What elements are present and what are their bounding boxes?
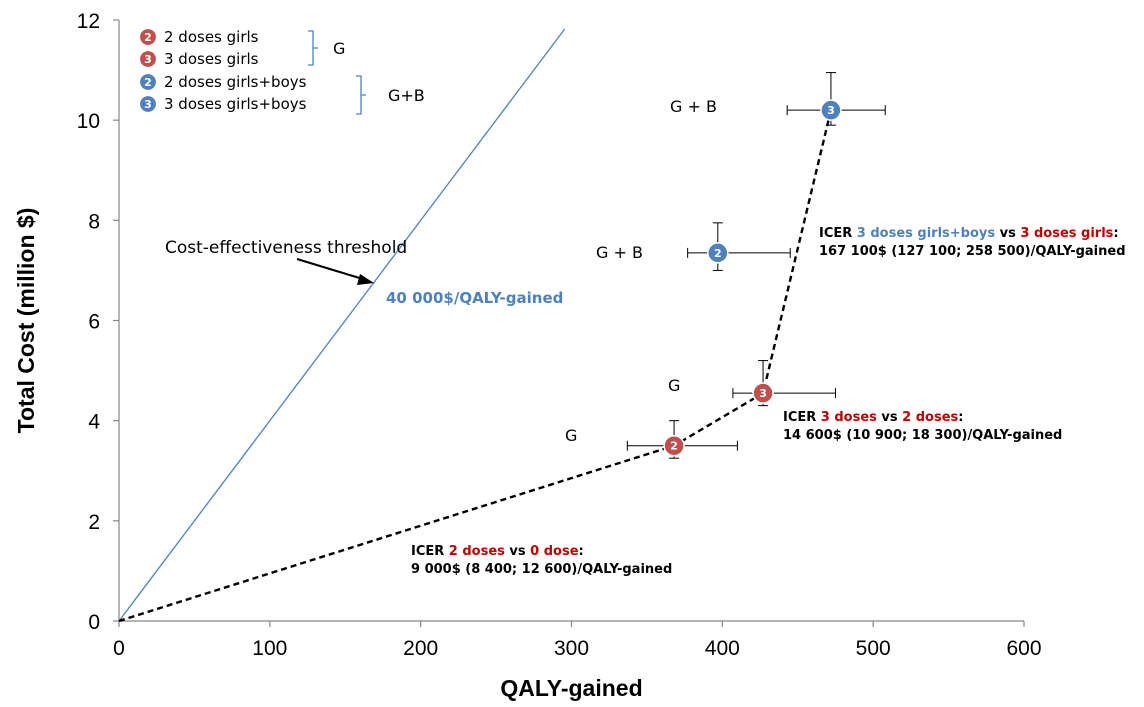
legend-label: 2 doses girls+boys [164,73,307,91]
point-marker [752,382,774,404]
legend-label: 2 doses girls [164,28,259,46]
icer-value: 167 100$ (127 100; 258 500)/QALY-gained [819,244,1126,259]
x-tick-label: 400 [705,637,740,660]
icer-title: ICER 3 doses vs 2 doses: [783,410,963,425]
data-point-2-girls: 2G [565,420,738,459]
y-tick-label: 6 [88,311,100,334]
x-tick-label: 600 [1006,637,1041,660]
icer-title-segment: vs [877,410,902,425]
legend-marker-label: 3 [144,53,152,66]
bracket-label: G+B [388,86,425,105]
legend-marker [138,94,158,114]
threshold-arrow-shaft [296,257,367,282]
legend-marker-label: 2 [144,31,152,44]
data-point-3-girls-boys: 3 G + B [670,72,886,126]
legend-marker [138,72,158,92]
point-marker-label: 2 [714,247,722,260]
threshold-line-group: Cost-effectiveness threshold 40 000$/QALY… [118,28,566,622]
efficiency-frontier-line [118,109,833,623]
point-marker [663,434,685,457]
y-tick-label: 4 [88,411,100,434]
annotations-group: ICER 2 doses vs 0 dose: 9 000$ (8 400; 12… [411,226,1126,577]
point-group-label: G [668,376,680,395]
x-tick-label: 100 [252,637,287,660]
icer-title-segment: : [958,410,963,425]
threshold-line [118,28,566,622]
point-marker-label: 3 [759,387,767,400]
point-marker [820,99,842,121]
bracket-label: G [333,39,345,58]
legend-item: 3 3 doses girls+boys [138,94,307,114]
y-tick-label: 0 [88,611,100,634]
threshold-arrow-head [357,274,374,285]
icer-title-segment: ICER [819,226,857,241]
point-marker [707,242,729,264]
x-tick-label: 300 [554,637,589,660]
point-marker-label: 2 [670,440,678,453]
legend: 2 2 doses girls 3 3 doses girls 2 2 doses gir… [138,27,425,115]
point-group-label: G + B [670,97,717,116]
data-point-3-girls: 3G [668,360,836,407]
y-tick-label: 8 [88,210,100,233]
bracket-shape [308,30,318,66]
x-tick-label: 500 [856,637,891,660]
x-axis-title: QALY-gained [500,675,642,701]
threshold-label: Cost-effectiveness threshold [165,238,407,258]
x-tick-label: 0 [113,637,125,660]
legend-item: 3 3 doses girls [138,49,259,69]
icer-title-segment: 2 doses [902,410,958,425]
y-tick-label: 2 [88,511,100,534]
legend-marker-label: 2 [144,76,152,89]
bracket-shape [356,75,366,115]
frontier-group [118,109,833,623]
icer-title-segment: 3 doses [821,410,877,425]
icer-title-segment: 2 doses [449,544,505,559]
icer-title-segment: vs [995,226,1020,241]
y-axis-title: Total Cost (million $) [13,208,39,434]
icer-annotation: ICER 3 doses girls+boys vs 3 doses girls… [819,226,1126,259]
legend-item: 2 2 doses girls [138,27,259,47]
icer-value: 14 600$ (10 900; 18 300)/QALY-gained [783,428,1062,443]
point-group-label: G + B [596,243,643,262]
icer-annotation: ICER 3 doses vs 2 doses: 14 600$ (10 900;… [783,410,1062,443]
data-point-2-girls-boys: 2 G + B [596,222,791,271]
y-tick-label: 10 [77,110,100,133]
threshold-value-label: 40 000$/QALY-gained [386,289,563,307]
icer-title-segment: ICER [783,410,821,425]
axes: 0 100 200 300 400 500 600 0 2 4 6 8 10 12 [77,10,1042,660]
icer-title-segment: : [1113,226,1118,241]
icer-annotation: ICER 2 doses vs 0 dose: 9 000$ (8 400; 12… [411,544,672,577]
legend-label: 3 doses girls+boys [164,95,307,113]
legend-bracket-gb: G+B [356,75,425,115]
legend-bracket-g: G [308,30,345,66]
icer-title-segment: : [579,544,584,559]
x-tick-label: 200 [403,637,438,660]
icer-title-segment: vs [505,544,530,559]
legend-marker [138,49,158,69]
legend-label: 3 doses girls [164,50,259,68]
icer-title: ICER 2 doses vs 0 dose: [411,544,584,559]
icer-title-segment: 3 doses girls [1020,226,1113,241]
icer-title: ICER 3 doses girls+boys vs 3 doses girls… [819,226,1119,241]
legend-marker-label: 3 [144,98,152,111]
icer-title-segment: 3 doses girls+boys [857,226,996,241]
y-tick-label: 12 [77,10,100,33]
legend-item: 2 2 doses girls+boys [138,72,307,92]
legend-marker [138,27,158,47]
point-group-label: G [565,426,577,445]
icer-title-segment: 0 dose [530,544,579,559]
icer-title-segment: ICER [411,544,449,559]
icer-value: 9 000$ (8 400; 12 600)/QALY-gained [411,562,672,577]
point-marker-label: 3 [827,104,835,117]
